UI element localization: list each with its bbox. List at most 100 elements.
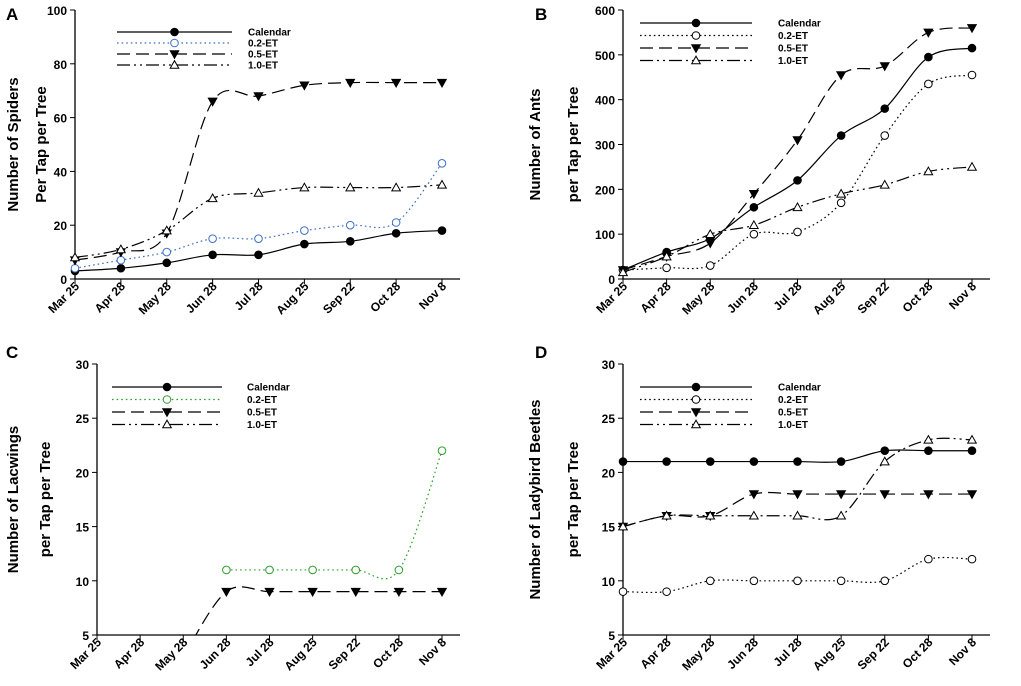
legend-marker (162, 382, 172, 392)
data-point (116, 263, 126, 273)
legend-label: 1.0-ET (778, 420, 808, 431)
legend-label: 0.5-ET (778, 44, 808, 55)
data-point (923, 434, 934, 444)
legend-label: 1.0-ET (248, 61, 278, 72)
data-point (662, 263, 671, 273)
data-point (437, 226, 447, 235)
legend-marker (690, 44, 702, 54)
x-tick-label: Jun 28 (724, 635, 761, 672)
legend-label: Calendar (778, 19, 821, 30)
data-point (661, 251, 672, 261)
y-tick-label: 400 (595, 94, 615, 108)
data-point (69, 252, 81, 262)
series-line (75, 162, 443, 269)
x-tick-label: Nov 8 (416, 279, 449, 312)
y-tick-label: 20 (54, 219, 68, 233)
y-tick-label: 15 (602, 521, 616, 535)
data-point (966, 24, 978, 34)
series-line (75, 81, 442, 261)
x-tick-label: May 28 (679, 279, 717, 317)
y-axis-title: per Tap per Tree (37, 442, 54, 558)
x-tick-label: Jul 28 (771, 279, 805, 313)
data-point (879, 490, 890, 500)
data-point (749, 457, 759, 466)
data-point (792, 490, 803, 500)
x-tick-label: Nov 8 (416, 635, 449, 668)
data-point (836, 457, 846, 466)
x-tick-label: Apr 28 (92, 279, 129, 316)
x-tick-label: Nov 8 (946, 635, 979, 668)
x-tick-label: Apr 28 (637, 279, 674, 316)
data-point (792, 510, 803, 520)
data-point (966, 161, 978, 171)
legend-entry-0-5-et: 0.5-ET (640, 408, 808, 419)
series-0-2-et (618, 70, 977, 275)
data-point (300, 239, 309, 249)
legend-label: Calendar (247, 383, 290, 394)
legend-label: 0.5-ET (778, 408, 808, 419)
y-tick-label: 10 (602, 575, 616, 589)
legend-label: Calendar (248, 28, 291, 39)
x-tick-label: Jul 28 (243, 635, 277, 669)
data-point (924, 52, 933, 62)
data-point (208, 250, 217, 260)
legend-entry-1-0-et: 1.0-ET (112, 419, 277, 431)
data-point (792, 201, 803, 212)
x-tick-label: Jun 28 (197, 635, 234, 672)
data-point (924, 446, 933, 456)
data-point (70, 263, 80, 273)
data-point (207, 97, 218, 107)
y-tick-label: 600 (595, 4, 615, 18)
legend-marker (691, 31, 701, 40)
data-point (161, 225, 172, 235)
data-point (793, 576, 802, 586)
legend-entry-calendar: Calendar (640, 383, 821, 394)
data-point (253, 187, 264, 197)
x-tick-label: Oct 28 (367, 279, 403, 315)
data-point (208, 234, 217, 243)
data-point (880, 131, 890, 140)
x-tick-label: May 28 (152, 635, 190, 673)
data-point (115, 244, 127, 254)
data-point (391, 228, 401, 238)
legend-entry-1-0-et: 1.0-ET (640, 55, 808, 67)
data-point (835, 490, 847, 500)
legend-marker (161, 408, 173, 418)
data-point (618, 587, 628, 596)
y-tick-label: 0 (608, 273, 615, 287)
x-tick-label: Nov 8 (946, 279, 979, 312)
x-tick-label: Jul 28 (771, 635, 805, 669)
series-0-2-et (618, 554, 977, 596)
data-point (705, 576, 715, 586)
data-point (662, 457, 671, 466)
legend-entry-0-5-et: 0.5-ET (112, 408, 277, 419)
data-point (923, 28, 934, 38)
legend-entry-0-2-et: 0.2-ET (117, 39, 278, 50)
legend-entry-1-0-et: 1.0-ET (640, 419, 808, 431)
data-point (436, 179, 448, 189)
x-tick-label: Sep 22 (320, 279, 357, 316)
legend-label: 0.5-ET (248, 50, 278, 61)
legend-marker (162, 395, 172, 404)
data-point (436, 587, 448, 597)
data-point (390, 182, 402, 192)
data-point (254, 250, 263, 260)
data-point (265, 565, 274, 575)
x-tick-label: Sep 22 (326, 635, 363, 672)
legend-marker (691, 18, 701, 28)
y-axis-title: Number of Ladybird Beetles (527, 399, 544, 599)
data-point (879, 179, 890, 189)
data-point (207, 192, 218, 203)
data-point (705, 457, 715, 466)
legend-label: 1.0-ET (247, 420, 277, 431)
series-line (623, 27, 973, 271)
y-tick-label: 100 (595, 228, 615, 242)
data-point (264, 587, 275, 597)
y-axis-title: per Tap per Tree (565, 442, 582, 558)
legend-marker (691, 395, 701, 404)
data-point (300, 226, 309, 235)
y-tick-label: 30 (76, 358, 90, 372)
data-point (299, 81, 310, 91)
